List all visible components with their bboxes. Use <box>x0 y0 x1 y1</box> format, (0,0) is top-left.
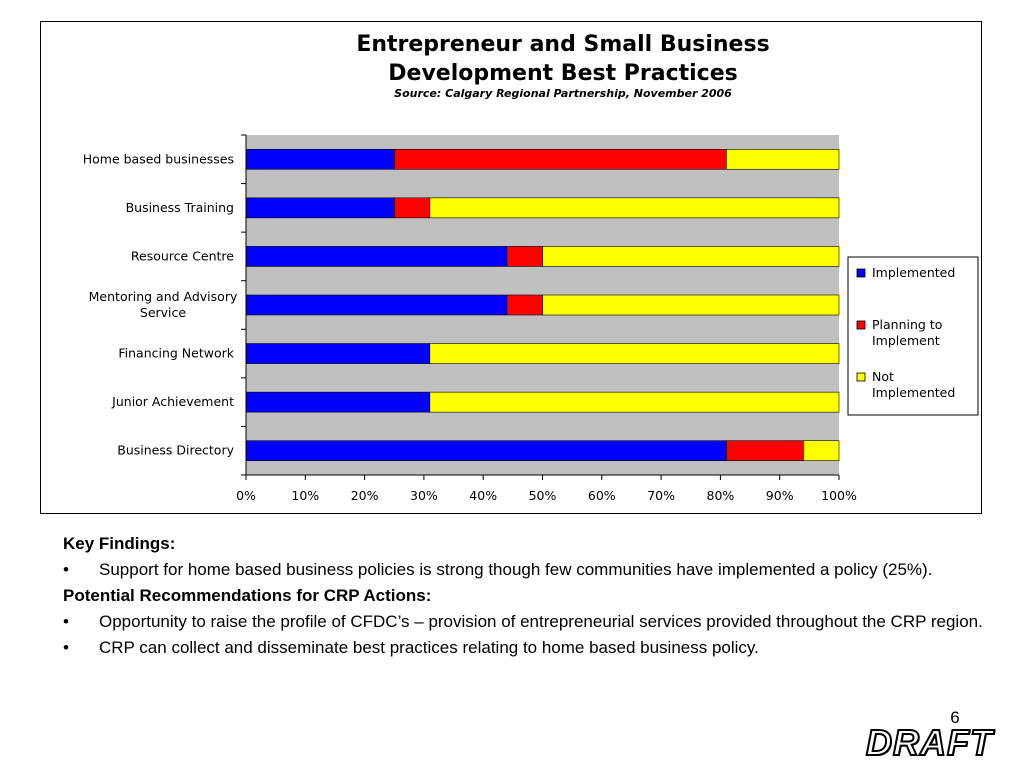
x-tick-label: 20% <box>351 488 379 503</box>
category-label: Mentoring and Advisory <box>89 289 238 304</box>
x-tick-label: 10% <box>291 488 319 503</box>
bar-segment-1 <box>245 246 508 267</box>
bar-segment-1 <box>245 440 727 462</box>
stacked-bar-chart: Entrepreneur and Small Business Developm… <box>83 32 979 503</box>
x-tick-label: 80% <box>707 488 735 503</box>
recommendations-heading: Potential Recommendations for CRP Action… <box>63 586 432 605</box>
draft-stamp: DRAFT <box>865 721 993 764</box>
bar-segment-3 <box>542 246 840 267</box>
bullet-mark: • <box>63 612 69 631</box>
x-tick-label: 40% <box>469 488 497 503</box>
legend-swatch-2 <box>856 320 866 330</box>
bar-segment-1 <box>245 343 431 364</box>
bar-segment-2 <box>393 148 727 170</box>
recommendation-bullet: • CRP can collect and disseminate best p… <box>63 637 983 658</box>
category-label: Business Training <box>126 200 234 215</box>
x-tick-label: 50% <box>529 488 557 503</box>
x-tick-label: 70% <box>647 488 675 503</box>
legend-box <box>847 256 979 416</box>
legend-label: Not <box>872 369 894 384</box>
page-number: 6 <box>950 708 960 727</box>
category-label: Junior Achievement <box>111 394 234 409</box>
chart-title-line-2: Development Best Practices <box>388 61 737 86</box>
bar-segment-1 <box>245 197 395 219</box>
category-label: Resource Centre <box>131 248 234 263</box>
bar-segment-3 <box>429 197 840 219</box>
x-tick-label: 100% <box>821 488 857 503</box>
legend-swatch-3 <box>856 372 866 382</box>
bar-segment-3 <box>803 440 840 462</box>
notes-section: Key Findings: • Support for home based b… <box>63 533 983 663</box>
legend-swatch-1 <box>856 268 866 278</box>
key-findings-heading: Key Findings: <box>63 534 176 553</box>
legend-label: Implemented <box>872 265 955 280</box>
chart-subtitle: Source: Calgary Regional Partnership, No… <box>394 87 732 100</box>
chart-frame: Entrepreneur and Small Business Developm… <box>40 21 982 514</box>
x-tick-label: 30% <box>410 488 438 503</box>
bar-segment-2 <box>726 440 804 462</box>
category-label: Service <box>140 305 187 320</box>
recommendation-bullet: • Opportunity to raise the profile of CF… <box>63 611 983 632</box>
bar-segment-1 <box>245 148 395 170</box>
category-label: Business Directory <box>117 443 234 458</box>
recommendation-text: Opportunity to raise the profile of CFDC… <box>99 612 983 631</box>
bar-segment-2 <box>506 246 543 267</box>
bar-segment-2 <box>506 294 543 316</box>
recommendation-text: CRP can collect and disseminate best pra… <box>99 638 759 657</box>
x-tick-label: 90% <box>766 488 794 503</box>
legend-label: Planning to <box>872 317 942 332</box>
bullet-mark: • <box>63 560 69 579</box>
bar-segment-2 <box>393 197 431 219</box>
legend-label: Implemented <box>872 385 955 400</box>
plot-area: Home based businesses Business Training Re… <box>83 134 857 503</box>
legend-label: Implement <box>872 333 940 348</box>
category-label: Home based businesses <box>83 151 234 166</box>
chart-title-line-1: Entrepreneur and Small Business <box>356 32 769 57</box>
bar-segment-3 <box>542 294 840 316</box>
bar-segment-1 <box>245 391 431 413</box>
key-finding-bullet: • Support for home based business polici… <box>63 559 983 580</box>
category-label: Financing Network <box>118 346 234 361</box>
x-tick-label: 0% <box>236 488 256 503</box>
bar-segment-3 <box>726 148 840 170</box>
bar-segment-1 <box>245 294 508 316</box>
key-finding-text: Support for home based business policies… <box>99 560 933 579</box>
x-tick-label: 60% <box>588 488 616 503</box>
bullet-mark: • <box>63 638 69 657</box>
bar-segment-3 <box>429 343 840 364</box>
bar-segment-3 <box>429 391 840 413</box>
